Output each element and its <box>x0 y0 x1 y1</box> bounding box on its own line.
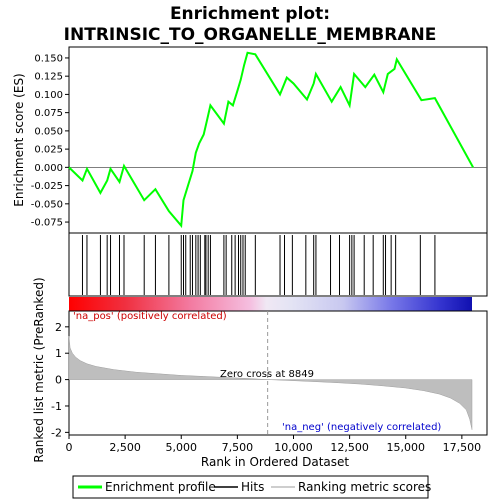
metric-y-tick-label: -2 <box>51 426 62 439</box>
metric-x-tick-label: 17,500 <box>443 441 482 454</box>
es-y-tick-label: 0.050 <box>34 126 63 137</box>
hit-lines <box>81 235 436 295</box>
legend-label-hits: Hits <box>241 480 264 494</box>
hits-panel <box>68 232 488 297</box>
zero-cross-label: Zero cross at 8849 <box>220 369 314 380</box>
es-y-tick-label: 0.075 <box>34 108 63 119</box>
metric-y-tick-label: 2 <box>55 321 62 334</box>
es-curve <box>68 51 474 229</box>
metric-x-tick-label: 10,000 <box>274 441 313 454</box>
metric-area <box>68 336 473 430</box>
metric-y-axis-ticks: -2 -1 0 1 2 <box>51 321 69 439</box>
es-y-tick-label: 0.100 <box>34 90 63 101</box>
negative-correlation-label: 'na_neg' (negatively correlated) <box>282 422 441 433</box>
legend: Enrichment profile Hits Ranking metric s… <box>72 475 431 499</box>
es-y-tick-label: 0.150 <box>34 53 63 64</box>
es-panel-frame <box>68 46 488 234</box>
metric-x-tick-label: 12,500 <box>330 441 369 454</box>
metric-y-tick-label: 1 <box>55 347 62 360</box>
metric-x-axis-ticks: 0 2,500 5,000 7,500 10,000 12,500 15,000 17,500 <box>66 435 482 454</box>
rank-color-bar <box>69 297 472 311</box>
metric-x-tick-label: 2,500 <box>109 441 141 454</box>
chart-title-line1: Enrichment plot: <box>170 4 330 24</box>
es-panel: -0.075 -0.050 -0.025 0.000 0.025 0.050 0.075 0.… <box>12 46 488 234</box>
chart-title-line2: INTRINSIC_TO_ORGANELLE_MEMBRANE <box>64 25 437 45</box>
metric-x-tick-label: 7,500 <box>222 441 254 454</box>
metric-panel: Zero cross at 8849 'na_pos' (positively … <box>32 277 488 469</box>
es-y-axis-label: Enrichment score (ES) <box>12 73 26 206</box>
legend-frame <box>72 475 429 499</box>
es-y-tick-label: -0.050 <box>31 199 63 210</box>
metric-y-tick-label: 0 <box>55 374 62 387</box>
legend-label-ranking: Ranking metric scores <box>298 480 431 494</box>
positive-correlation-label: 'na_pos' (positively correlated) <box>73 311 227 322</box>
es-y-tick-label: -0.075 <box>31 218 63 229</box>
hits-panel-frame <box>68 232 488 297</box>
es-y-tick-label: 0.000 <box>34 163 63 174</box>
metric-x-tick-label: 15,000 <box>386 441 425 454</box>
metric-y-axis-label: Ranked list metric (PreRanked) <box>32 277 46 462</box>
metric-x-axis-label: Rank in Ordered Dataset <box>201 455 349 469</box>
es-y-tick-label: 0.125 <box>34 72 63 83</box>
metric-y-tick-label: -1 <box>51 400 62 413</box>
rank-color-gradient <box>69 297 472 311</box>
legend-label-enrichment: Enrichment profile <box>105 480 216 494</box>
es-y-axis-ticks: -0.075 -0.050 -0.025 0.000 0.025 0.050 0.075 0.… <box>31 53 69 229</box>
es-y-tick-label: -0.025 <box>31 181 63 192</box>
metric-x-tick-label: 5,000 <box>165 441 197 454</box>
es-y-tick-label: 0.025 <box>34 145 63 156</box>
metric-x-tick-label: 0 <box>66 441 73 454</box>
